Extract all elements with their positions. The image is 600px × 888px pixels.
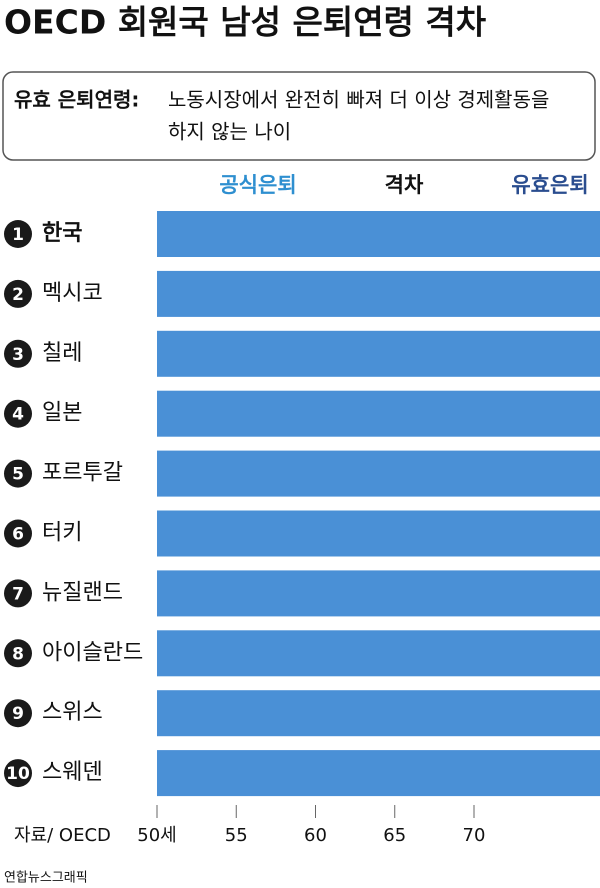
legend-official: 공식은퇴 [219, 173, 296, 197]
rank-badge [4, 399, 32, 428]
legend-gap: 격차 [385, 173, 424, 197]
rank: 6 [12, 525, 24, 545]
category-label: 터키 [42, 521, 82, 546]
definition-term: 유효 은퇴연령: [14, 88, 139, 112]
rank-badge [4, 459, 32, 488]
bar-segment [157, 330, 600, 377]
rank: 4 [12, 405, 24, 425]
bar-segment [157, 690, 600, 737]
rank: 5 [12, 465, 24, 485]
credit: 연합뉴스그래픽 [4, 871, 88, 886]
category-label: 뉴질랜드 [42, 580, 123, 605]
rank: 8 [12, 644, 24, 664]
category-label: 칠레 [42, 341, 82, 366]
definition-text: 노동시장에서 완전히 빠져 더 이상 경제활동을 [168, 88, 549, 112]
rank: 3 [12, 345, 24, 365]
definition-box [2, 71, 596, 161]
rank-badge [4, 579, 32, 608]
x-tick-label: 70 [463, 825, 486, 846]
rank: 9 [12, 704, 24, 724]
rank-badge [4, 759, 32, 788]
bar-segment [157, 270, 600, 317]
rank-badge [4, 699, 32, 728]
source: 자료/ OECD [14, 825, 111, 846]
rank: 1 [12, 225, 24, 245]
rank-badge [4, 339, 32, 368]
rank-badge [4, 639, 32, 668]
bar-segment [157, 510, 600, 557]
rank-badge [4, 220, 32, 248]
category-label: 한국 [42, 221, 82, 246]
rank: 2 [12, 285, 24, 305]
category-label: 멕시코 [42, 281, 103, 306]
rank-badge [4, 519, 32, 548]
bar-segment [157, 390, 600, 437]
rank: 7 [12, 584, 24, 604]
bar-segment [157, 570, 600, 617]
bar-segment [157, 450, 600, 497]
bar-segment [157, 750, 600, 797]
category-label: 스웨덴 [42, 760, 103, 785]
category-label: 포르투갈 [42, 461, 123, 486]
x-tick-label: 65 [383, 825, 406, 846]
x-tick-label: 50세 [137, 825, 176, 846]
rank-badge [4, 279, 32, 308]
x-tick-label: 60 [304, 825, 327, 846]
category-label: 아이슬란드 [42, 640, 143, 665]
x-tick-label: 55 [225, 825, 248, 846]
chart-title: OECD 회원국 남성 은퇴연령 격차 [4, 3, 487, 42]
bar-segment [157, 630, 600, 677]
bar-segment [157, 211, 600, 257]
definition-text: 하지 않는 나이 [168, 120, 291, 144]
rank: 10 [6, 764, 30, 784]
legend-total: 유효은퇴 [511, 173, 588, 197]
category-label: 일본 [42, 401, 82, 426]
category-label: 스위스 [42, 700, 103, 725]
